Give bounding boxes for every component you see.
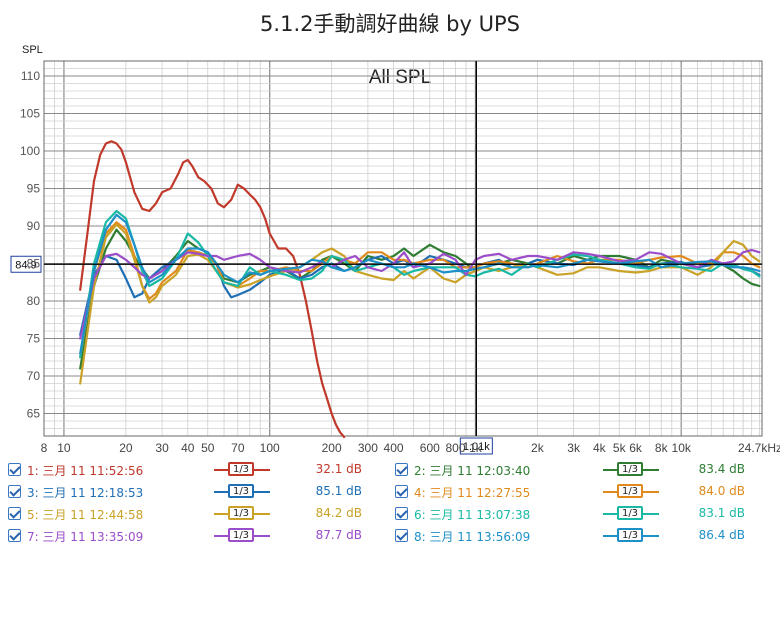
x-tick-label: 1k: [469, 441, 483, 455]
series-line: [79, 213, 761, 355]
legend-item: 5: 三月 11 12:44:58 1/3 84.2 dB: [8, 506, 388, 528]
y-tick-label: 110: [21, 69, 40, 83]
legend-item: 7: 三月 11 13:35:09 1/3 87.7 dB: [8, 528, 388, 550]
legend-value: 87.7 dB: [315, 528, 362, 542]
legend-label: 1: 三月 11 11:52:56: [27, 464, 144, 478]
smoothing-label: 1/3: [617, 528, 643, 542]
smoothing-label: 1/3: [617, 484, 643, 498]
legend-item: 3: 三月 11 12:18:53 1/3 85.1 dB: [8, 484, 388, 506]
legend-value: 83.1 dB: [698, 506, 745, 520]
chart-title: 5.1.2手動調好曲線 by UPS: [260, 12, 520, 36]
y-tick-label: 90: [27, 219, 41, 233]
x-tick-label: 4k: [593, 441, 607, 455]
legend-value: 84.0 dB: [698, 484, 745, 498]
series-line: [79, 140, 346, 439]
legend-value: 32.1 dB: [315, 462, 362, 476]
plot-frame: [43, 60, 763, 437]
series-checkbox[interactable]: [8, 529, 21, 542]
legend-item: 2: 三月 11 12:03:40 1/3 83.4 dB: [395, 462, 775, 484]
series-checkbox[interactable]: [395, 485, 408, 498]
x-tick-label: 70: [231, 441, 245, 455]
x-tick-label: 5k: [613, 441, 627, 455]
smoothing-label: 1/3: [228, 528, 254, 542]
x-tick-label: 2k: [531, 441, 545, 455]
y-tick-label: 100: [20, 144, 40, 158]
legend-value: 84.2 dB: [315, 506, 362, 520]
x-tick-label: 10: [57, 441, 71, 455]
series-line: [79, 221, 761, 359]
series-checkbox[interactable]: [395, 529, 408, 542]
x-tick-label: 300: [358, 441, 378, 455]
x-tick-label: 30: [155, 441, 169, 455]
x-tick-label: 50: [201, 441, 215, 455]
smoothing-selector[interactable]: 1/3: [603, 506, 659, 520]
x-tick-label: 100: [260, 441, 280, 455]
x-tick-label: 8k: [655, 441, 669, 455]
legend-value: 86.4 dB: [698, 528, 745, 542]
legend-item: 4: 三月 11 12:27:55 1/3 84.0 dB: [395, 484, 775, 506]
legend: 1: 三月 11 11:52:56 1/3 32.1 dB 2: 三月 11 12:0…: [0, 458, 780, 558]
cursor-x-box: [459, 437, 493, 455]
series-checkbox[interactable]: [395, 507, 408, 520]
x-tick-label: 10k: [672, 441, 692, 455]
y-tick-label: 80: [27, 294, 41, 308]
x-tick-label: 8: [41, 441, 48, 455]
smoothing-selector[interactable]: 1/3: [214, 528, 270, 542]
smoothing-selector[interactable]: 1/3: [603, 462, 659, 476]
legend-item: 6: 三月 11 13:07:38 1/3 83.1 dB: [395, 506, 775, 528]
x-tick-label: 40: [181, 441, 195, 455]
series-checkbox[interactable]: [8, 463, 21, 476]
x-tick-label: 200: [322, 441, 342, 455]
y-tick-label: 105: [20, 107, 40, 121]
x-tick-label: 800: [445, 441, 465, 455]
smoothing-label: 1/3: [228, 462, 254, 476]
cursor-y-label: 84.9: [15, 259, 36, 271]
series-checkbox[interactable]: [8, 507, 21, 520]
spl-chart[interactable]: All SPL SPL 84.9 1.01k 65 70 75 80 85 90 95 100 1…: [0, 0, 780, 458]
y-tick-label: 65: [27, 407, 41, 421]
legend-item: 8: 三月 11 13:56:09 1/3 86.4 dB: [395, 528, 775, 550]
y-tick-label: 95: [27, 182, 41, 196]
legend-label: 3: 三月 11 12:18:53: [27, 486, 144, 500]
smoothing-selector[interactable]: 1/3: [214, 506, 270, 520]
x-tick-label: 24.7kHz: [738, 441, 780, 455]
legend-label: 5: 三月 11 12:44:58: [27, 508, 144, 522]
smoothing-label: 1/3: [617, 462, 643, 476]
legend-value: 85.1 dB: [315, 484, 362, 498]
y-axis-label: SPL: [22, 44, 43, 56]
cursor-x-label: 1.01k: [463, 441, 490, 453]
series-line: [79, 228, 761, 370]
x-tick-label: 20: [119, 441, 133, 455]
y-tick-label: 85: [27, 257, 41, 271]
smoothing-selector[interactable]: 1/3: [603, 484, 659, 498]
y-tick-label: 70: [27, 369, 41, 383]
smoothing-selector[interactable]: 1/3: [214, 484, 270, 498]
y-tick-label: 75: [27, 332, 41, 346]
smoothing-selector[interactable]: 1/3: [214, 462, 270, 476]
x-tick-label: 6k: [629, 441, 643, 455]
legend-label: 7: 三月 11 13:35:09: [27, 530, 144, 544]
smoothing-label: 1/3: [228, 484, 254, 498]
series-line: [79, 223, 761, 385]
legend-value: 83.4 dB: [698, 462, 745, 476]
legend-label: 4: 三月 11 12:27:55: [414, 486, 531, 500]
series-checkbox[interactable]: [395, 463, 408, 476]
series-line: [79, 209, 761, 359]
x-tick-label: 3k: [567, 441, 581, 455]
chart-subtitle: All SPL: [369, 67, 431, 88]
smoothing-label: 1/3: [228, 506, 254, 520]
x-tick-label: 600: [420, 441, 440, 455]
legend-label: 2: 三月 11 12:03:40: [414, 464, 531, 478]
x-tick-label: 400: [384, 441, 404, 455]
smoothing-selector[interactable]: 1/3: [603, 528, 659, 542]
legend-item: 1: 三月 11 11:52:56 1/3 32.1 dB: [8, 462, 388, 484]
legend-label: 8: 三月 11 13:56:09: [414, 530, 531, 544]
smoothing-label: 1/3: [617, 506, 643, 520]
cursor-y-box: [10, 255, 42, 273]
series-checkbox[interactable]: [8, 485, 21, 498]
legend-label: 6: 三月 11 13:07:38: [414, 508, 531, 522]
